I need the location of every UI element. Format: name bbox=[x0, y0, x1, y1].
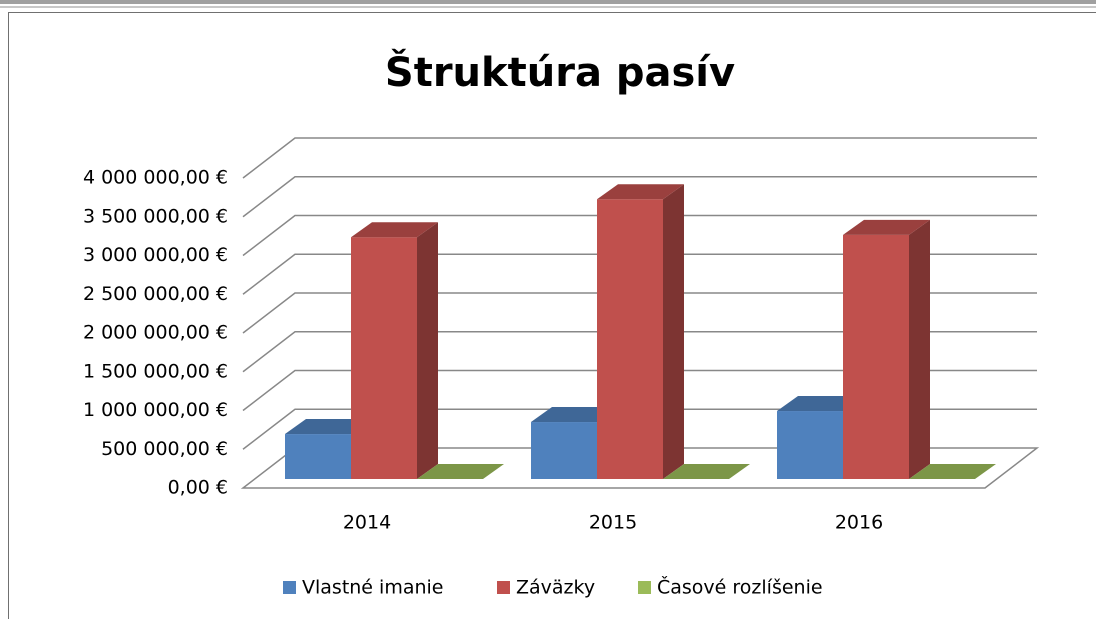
y-tick-label: 1 500 000,00 € bbox=[83, 360, 228, 382]
legend-label: Záväzky bbox=[516, 577, 595, 599]
grid-line bbox=[242, 331, 1037, 373]
bar-top bbox=[285, 419, 372, 435]
grid-line bbox=[242, 369, 1037, 412]
y-tick-label: 2 500 000,00 € bbox=[83, 283, 228, 305]
bar bbox=[531, 422, 597, 479]
x-tick-label: 2016 bbox=[835, 512, 883, 534]
bar-top bbox=[843, 219, 930, 235]
bar-top bbox=[663, 464, 750, 479]
chart-title: Štruktúra pasív bbox=[385, 48, 735, 96]
grid-line bbox=[242, 253, 1037, 295]
legend-swatch bbox=[283, 581, 296, 594]
bar bbox=[777, 411, 843, 479]
x-tick-label: 2014 bbox=[343, 512, 391, 534]
legend-swatch bbox=[497, 581, 510, 594]
bar-top bbox=[597, 184, 684, 200]
y-tick-label: 3 500 000,00 € bbox=[83, 205, 228, 227]
bar-top bbox=[417, 464, 504, 479]
grid-line bbox=[242, 137, 1037, 179]
bar bbox=[351, 237, 417, 479]
floor bbox=[240, 447, 1040, 489]
top-bar bbox=[0, 0, 1096, 4]
bar-top bbox=[777, 396, 864, 412]
y-tick-label: 2 000 000,00 € bbox=[83, 322, 228, 344]
y-tick-label: 0,00 € bbox=[168, 477, 228, 499]
x-tick-label: 2015 bbox=[589, 512, 637, 534]
bar bbox=[285, 434, 351, 479]
bar-top bbox=[909, 464, 996, 479]
grid-line bbox=[242, 176, 1037, 218]
bar-side bbox=[417, 222, 438, 479]
y-tick-label: 4 000 000,00 € bbox=[83, 167, 228, 189]
bar-top bbox=[531, 407, 618, 423]
grid-line bbox=[242, 292, 1037, 334]
legend-label: Vlastné imanie bbox=[302, 577, 443, 599]
bar-side bbox=[663, 184, 684, 479]
bar-top bbox=[351, 222, 438, 238]
y-tick-label: 500 000,00 € bbox=[101, 438, 228, 460]
bar bbox=[597, 199, 663, 479]
bar-side bbox=[909, 219, 930, 479]
legend-label: Časové rozlíšenie bbox=[657, 575, 823, 599]
legend-swatch bbox=[638, 581, 651, 594]
y-tick-label: 3 000 000,00 € bbox=[83, 244, 228, 266]
bar bbox=[843, 234, 909, 479]
grid-line bbox=[242, 214, 1037, 257]
y-tick-label: 1 000 000,00 € bbox=[83, 399, 228, 421]
